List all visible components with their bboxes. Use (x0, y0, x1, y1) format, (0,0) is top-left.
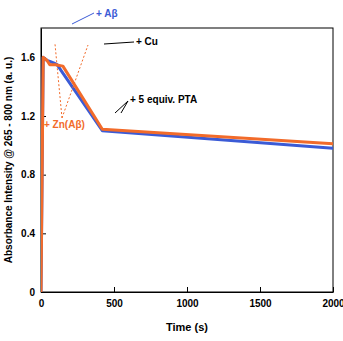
annotation-arrow (62, 45, 88, 118)
y-tick-label: 1.2 (21, 111, 35, 122)
x-tick-label: 1000 (176, 298, 199, 309)
y-tick-label: 0.8 (21, 169, 35, 180)
plot-frame (41, 28, 333, 292)
annotation: + Aβ (96, 8, 118, 19)
x-axis-title: Time (s) (166, 321, 208, 333)
chart-container: 0 500 1000 1500 2000 0 0.4 0.8 1.2 1.6 Time (s) Abs… (0, 0, 343, 341)
series-line (41, 57, 333, 292)
annotation-arrow (104, 42, 134, 44)
annotation-arrow (72, 13, 94, 24)
x-tick-label: 500 (106, 298, 123, 309)
x-tick: 500 (106, 287, 123, 309)
annotation: + Zn(Aβ) (44, 119, 85, 130)
y-tick-label: 0.4 (21, 228, 35, 239)
annotation-arrow (55, 44, 62, 118)
x-tick-mark (260, 287, 261, 292)
y-tick-label: 1.6 (21, 52, 35, 63)
annotations: + Aβ + Cu + 5 equiv. PTA + Zn(Aβ) (44, 8, 197, 130)
x-tick-mark (114, 287, 115, 292)
x-tick-label: 2000 (322, 298, 343, 309)
y-tick-label: 0 (29, 287, 35, 298)
annotation: + Cu (136, 36, 158, 47)
x-tick-mark (187, 287, 188, 292)
series-line (41, 57, 333, 292)
annotation-arrow (115, 101, 128, 113)
y-axis-title: Absorbance Intensity @ 265 - 800 nm (a. … (3, 57, 14, 263)
lines (41, 57, 333, 292)
x-tick-label: 1500 (249, 298, 272, 309)
annotation: + 5 equiv. PTA (130, 94, 197, 105)
x-axis: 0 500 1000 1500 2000 (39, 287, 343, 309)
x-tick-label: 0 (39, 298, 45, 309)
chart: 0 500 1000 1500 2000 0 0.4 0.8 1.2 1.6 Time (s) Abs… (0, 0, 343, 341)
x-tick: 1500 (249, 287, 272, 309)
x-tick: 1000 (176, 287, 199, 309)
